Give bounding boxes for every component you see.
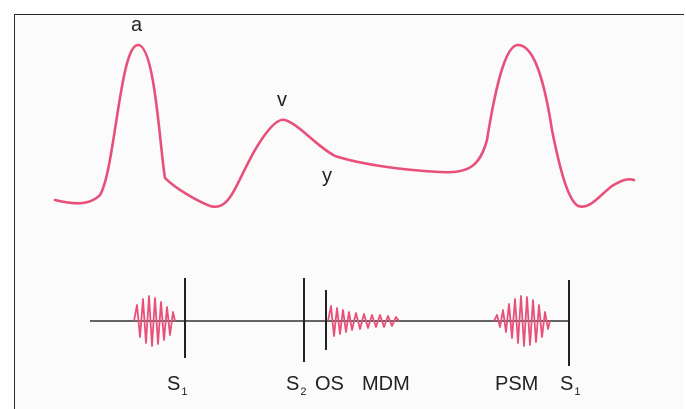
psm-label: PSM [495,373,538,395]
s1-second-label: S1 [560,373,580,398]
presystolic-murmur-second [493,295,551,347]
presystolic-murmur-first [133,295,176,347]
y-descent-label: y [322,165,332,187]
v-wave-label: v [277,89,287,111]
s1-first-label: S1 [167,373,187,398]
a-wave-label: a [131,14,143,36]
venous-pulse-waveform [53,43,636,209]
s2-label: S2 [286,373,306,398]
mid-diastolic-murmur [327,305,400,337]
os-label: OS [315,373,344,395]
diagram-frame [14,14,684,409]
mdm-label: MDM [362,373,410,395]
